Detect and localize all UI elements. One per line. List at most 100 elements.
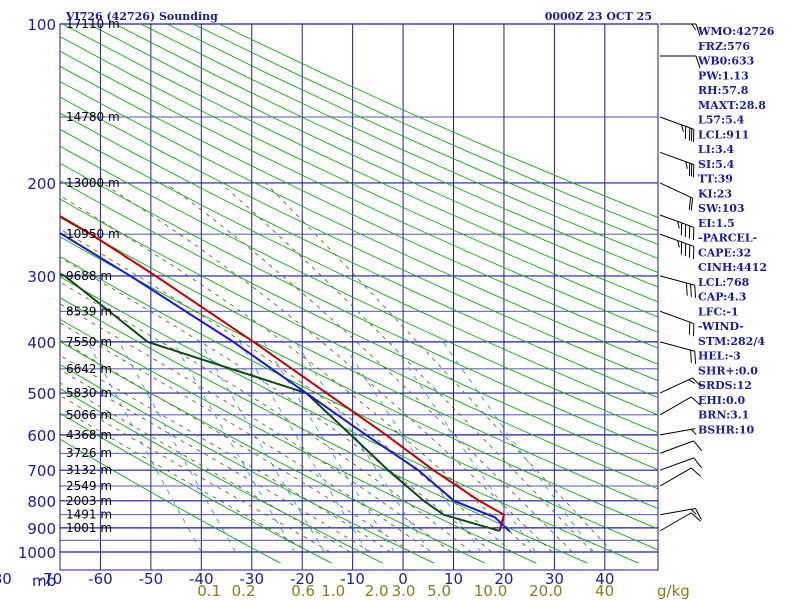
moist-adiabat [265,182,614,553]
mixing-ratio-label: 0.2 [232,582,256,600]
wind-barbs [659,23,703,532]
dry-adiabat [140,24,658,259]
mixing-ratio-label: 0.1 [197,582,221,600]
mixing-ratio-label: 2.0 [365,582,389,600]
height-label-650: 3726 m [66,446,112,460]
height-label-250: 10950 m [66,227,120,241]
temp-tick--40: -40 [189,570,214,588]
mixing-ratio-label: 10.0 [474,582,507,600]
mixing-ratio-line-0.2 [118,341,236,553]
moist-adiabat [60,228,513,553]
moist-adiabat [60,382,351,553]
moist-adiabat [60,303,452,553]
mixing-ratio-label: 0.6 [291,582,315,600]
temp-tick-10: 10 [444,570,463,588]
dry-adiabat [60,217,658,510]
temp-tick--10: -10 [340,570,365,588]
mixing-ratio-label: 3.0 [392,582,416,600]
pressure-tick-600: 600 [27,427,56,445]
wind-barb-912 [659,512,701,532]
index-line: RH:57.8 [698,84,749,97]
dry-adiabat [88,24,658,288]
dry-adiabat [60,412,333,564]
wind-barb-850 [659,507,702,520]
wind-barb-230 [659,214,695,240]
index-line: STM:282/4 [698,335,765,348]
moist-adiabat [60,257,492,553]
index-line: WB0:633 [697,55,754,68]
adiabat-layer [60,24,658,564]
index-line: SHR+:0.0 [698,364,758,377]
index-line: SI:5.4 [698,158,735,171]
dry-adiabat [166,24,658,245]
temp-tick--60: -60 [88,570,113,588]
wind-barb-200 [659,182,694,211]
dry-adiabat [60,198,658,490]
index-line: HEL:-3 [698,350,741,363]
wind-barb-150 [659,116,695,142]
mixing-ratio-line-2 [239,341,368,553]
dry-adiabat [60,438,281,564]
mixing-ratio-label: 5.0 [427,582,451,600]
height-label-550: 5066 m [66,408,112,422]
height-label-800: 2003 m [66,494,112,508]
index-line: TT:39 [698,173,733,186]
index-line: EI:1.5 [698,217,735,230]
dry-adiabat [60,255,658,551]
wind-barb-250 [659,233,695,260]
index-line: KI:23 [698,187,732,200]
dry-adiabat [60,112,658,399]
mixing-ratio-line-40 [442,341,595,553]
moist-adiabat [220,182,593,553]
pressure-tick-800: 800 [27,493,56,511]
chart-title: VI726 (42726) Sounding [65,10,218,23]
height-label-750: 2549 m [66,479,112,493]
dry-adiabat [60,81,658,365]
series-dewpoint [60,272,500,532]
dry-adiabat [60,318,537,564]
dry-adiabat [60,236,658,530]
wind-barb-600 [659,428,697,436]
index-line: PW:1.13 [698,69,749,82]
mixing-ratio-label: 40 [595,582,614,600]
moist-adiabat [165,182,573,553]
index-line: CINH:4412 [698,261,767,274]
height-label-500: 5830 m [66,386,112,400]
temp-tick-40: 40 [595,570,614,588]
height-label-200: 13000 m [66,176,120,190]
dry-adiabat [62,24,658,303]
height-label-900: 1001 m [66,521,112,535]
wind-barb-550 [659,396,701,416]
pressure-tick-1000: 1000 [18,544,56,562]
wind-barb-175 [659,151,695,178]
dry-adiabat [60,162,658,452]
grid-layer [59,23,659,571]
index-line: BSHR:10 [698,423,754,436]
pressure-tick-700: 700 [27,462,56,480]
index-line: MAXT:28.8 [698,99,766,112]
mixing-ratio-line-0.1 [87,341,202,553]
dry-adiabat [60,36,658,318]
wind-barb-400 [659,341,697,364]
wind-barb-750 [659,467,701,487]
pressure-tick-100: 100 [27,16,56,34]
height-label-300: 9688 m [66,269,112,283]
temp-tick--70: -70 [38,570,63,588]
index-line: LCL:911 [698,128,749,141]
wind-barb-700 [659,457,703,471]
index-line: BRN:3.1 [698,409,749,422]
pressure-tick-900: 900 [27,520,56,538]
index-line: SW:103 [698,202,745,215]
valid-time: 0000Z 23 OCT 25 [545,10,652,23]
temp-tick--80: -80 [0,570,12,588]
index-line: EHI:0.0 [698,394,745,407]
moist-adiabat [60,407,311,553]
pressure-tick-500: 500 [27,385,56,403]
height-label-450: 6642 m [66,362,112,376]
plot-frame [59,23,659,571]
height-label-150: 14780 m [66,110,120,124]
index-line: CAPE:32 [698,246,751,259]
moist-adiabat [60,354,391,553]
